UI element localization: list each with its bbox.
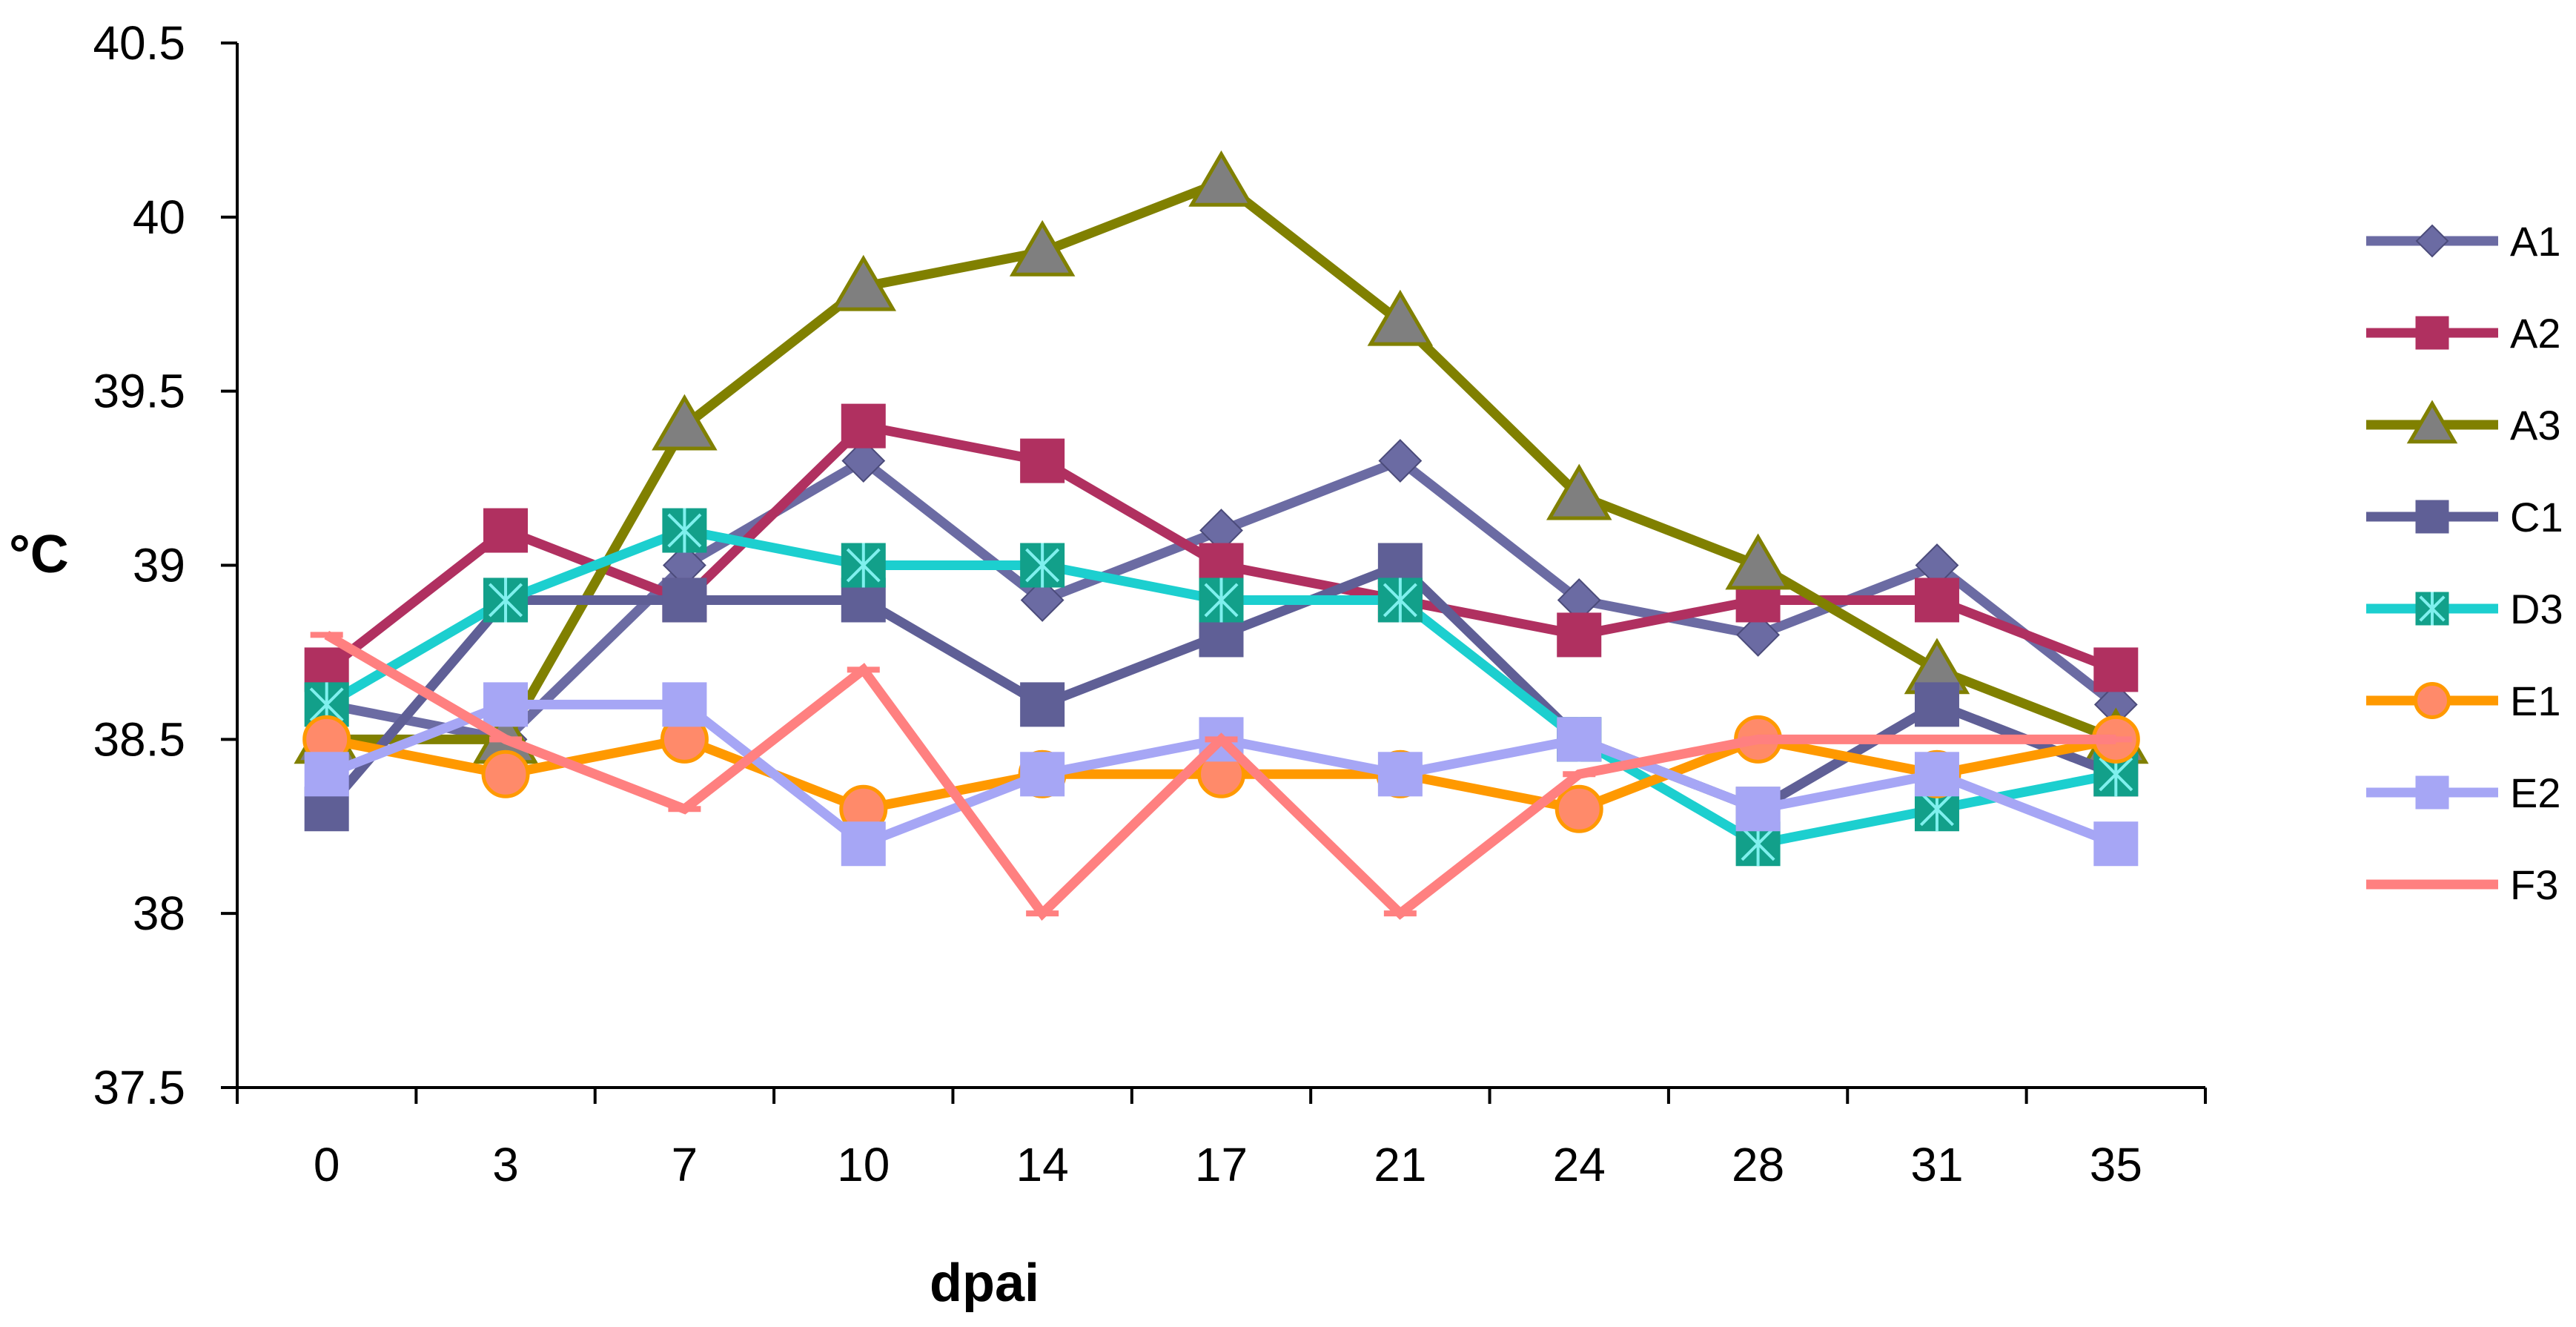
data-point-square bbox=[1914, 752, 1959, 797]
legend-item-d3: D3 bbox=[2366, 586, 2563, 632]
legend-item-e2: E2 bbox=[2366, 770, 2561, 816]
data-point-diamond bbox=[1378, 439, 1423, 483]
series-lines bbox=[294, 150, 2149, 921]
data-point-diamond bbox=[2415, 224, 2449, 258]
y-tick-label: 39.5 bbox=[93, 365, 185, 418]
x-tick-label: 7 bbox=[672, 1138, 698, 1191]
data-point-square bbox=[1377, 752, 1423, 797]
y-tick-label: 38.5 bbox=[93, 712, 185, 766]
data-point-square bbox=[483, 508, 529, 553]
y-tick-label: 37.5 bbox=[93, 1061, 185, 1114]
data-point-triangle bbox=[2406, 400, 2458, 444]
data-point-star-square bbox=[1020, 543, 1065, 588]
data-point-triangle bbox=[1546, 463, 1612, 520]
legend-label: C1 bbox=[2510, 494, 2563, 540]
x-tick-labels: 0 3 7 10 14 17 21 24 28 31 35 bbox=[314, 1138, 2142, 1191]
data-point-circle bbox=[1554, 784, 1603, 833]
x-tick-label: 0 bbox=[314, 1138, 340, 1191]
x-tick-label: 35 bbox=[2090, 1138, 2142, 1191]
data-point-square bbox=[1914, 578, 1959, 623]
star-square-cross bbox=[489, 578, 523, 623]
data-point-square bbox=[2093, 647, 2139, 692]
data-point-diamond bbox=[841, 439, 886, 483]
series-f3 bbox=[310, 630, 2133, 921]
data-point-square bbox=[1020, 682, 1065, 727]
x-tick-label: 21 bbox=[1374, 1138, 1426, 1191]
data-point-triangle bbox=[1188, 150, 1254, 207]
series-a3 bbox=[294, 150, 2149, 764]
data-point-square bbox=[2415, 775, 2449, 810]
legend: A1 A2 A3 C1 D3 E1 E2 F3 bbox=[2366, 218, 2563, 908]
data-point-diamond bbox=[1020, 578, 1064, 622]
data-point-square bbox=[841, 821, 886, 867]
data-point-square bbox=[2415, 316, 2449, 350]
data-point-triangle bbox=[1725, 533, 1791, 590]
x-tick-label: 24 bbox=[1553, 1138, 1606, 1191]
data-point-square bbox=[2093, 821, 2139, 867]
star-square-cross bbox=[667, 508, 702, 553]
data-point-star-square bbox=[662, 508, 707, 553]
x-axis-title: dpai bbox=[930, 1254, 1039, 1313]
data-point-triangle bbox=[830, 254, 897, 311]
legend-item-e1: E1 bbox=[2366, 678, 2561, 724]
legend-item-f3: F3 bbox=[2366, 861, 2558, 908]
legend-item-a1: A1 bbox=[2366, 218, 2561, 265]
data-point-square bbox=[304, 752, 349, 797]
data-point-square bbox=[662, 578, 707, 623]
data-point-diamond bbox=[1736, 613, 1781, 657]
y-tick-labels: 37.5 38 38.5 39 39.5 40 40.5 bbox=[93, 16, 185, 1114]
legend-label: A2 bbox=[2510, 310, 2561, 357]
data-point-square bbox=[1557, 612, 1602, 658]
data-point-star-square bbox=[841, 543, 886, 588]
y-tick-label: 38 bbox=[133, 887, 185, 940]
legend-item-a2: A2 bbox=[2366, 310, 2561, 357]
data-point-square bbox=[1020, 438, 1065, 483]
legend-label: A1 bbox=[2510, 218, 2561, 265]
y-tick-label: 39 bbox=[133, 539, 185, 592]
legend-item-a3: A3 bbox=[2366, 400, 2561, 449]
data-point-square bbox=[1914, 682, 1959, 727]
data-point-star-square bbox=[483, 578, 529, 623]
x-tick-label: 3 bbox=[492, 1138, 519, 1191]
star-square-cross bbox=[1204, 578, 1239, 623]
data-point-square bbox=[483, 682, 529, 727]
data-point-star-square bbox=[2415, 592, 2449, 626]
legend-label: E1 bbox=[2510, 678, 2561, 724]
star-square-cross bbox=[846, 543, 881, 588]
legend-label: E2 bbox=[2510, 770, 2561, 816]
data-point-square bbox=[1557, 717, 1602, 762]
star-square-cross bbox=[1025, 543, 1060, 588]
data-point-triangle bbox=[1009, 219, 1076, 277]
y-tick-label: 40 bbox=[133, 191, 185, 244]
y-axis-title: °C bbox=[9, 525, 69, 584]
x-tick-label: 14 bbox=[1016, 1138, 1069, 1191]
axes bbox=[221, 42, 2207, 1104]
x-tick-label: 17 bbox=[1195, 1138, 1248, 1191]
y-tick-label: 40.5 bbox=[93, 16, 185, 70]
data-point-circle bbox=[2414, 682, 2451, 719]
data-point-square bbox=[841, 403, 886, 449]
data-point-star-square bbox=[1199, 578, 1244, 623]
legend-item-c1: C1 bbox=[2366, 494, 2563, 540]
data-point-square bbox=[1020, 752, 1065, 797]
star-square-cross bbox=[2419, 592, 2446, 626]
data-point-triangle bbox=[1367, 289, 1434, 346]
data-point-circle bbox=[481, 749, 530, 798]
data-point-square bbox=[662, 682, 707, 727]
data-point-square bbox=[2415, 500, 2449, 534]
x-tick-label: 28 bbox=[1732, 1138, 1784, 1191]
legend-label: F3 bbox=[2510, 861, 2558, 908]
data-point-star-square bbox=[1377, 578, 1423, 623]
x-tick-label: 31 bbox=[1910, 1138, 1963, 1191]
x-tick-label: 10 bbox=[837, 1138, 890, 1191]
star-square-cross bbox=[1383, 578, 1417, 623]
data-point-square bbox=[1735, 787, 1781, 832]
legend-label: A3 bbox=[2510, 402, 2561, 449]
data-point-triangle bbox=[652, 394, 718, 451]
legend-label: D3 bbox=[2510, 586, 2563, 632]
